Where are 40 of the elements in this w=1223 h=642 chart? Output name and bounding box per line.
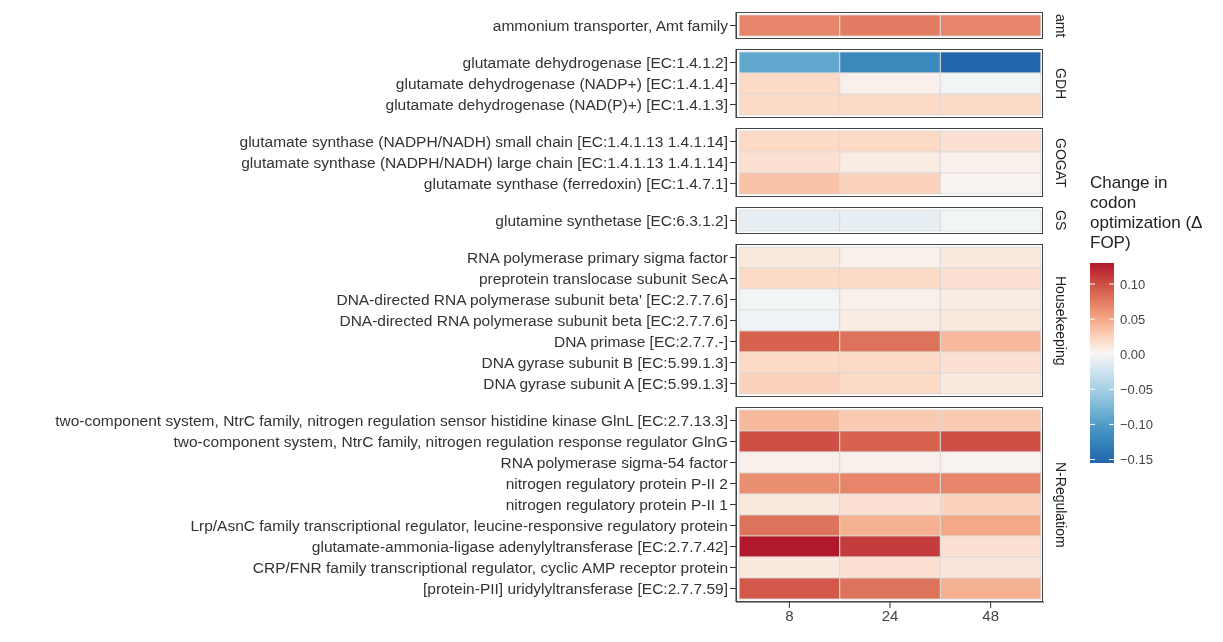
- color-bar-label: −0.15: [1120, 452, 1153, 468]
- y-tick-label: two-component system, NtrC family, nitrogen regulation response regulator GlnG: [173, 433, 728, 450]
- y-tick-label: DNA gyrase subunit A [EC:5.99.1.3]: [483, 375, 728, 392]
- y2-tick-label: N-Regulatiom: [1052, 460, 1070, 550]
- x-tick-label: 48: [982, 606, 999, 624]
- y-tick-label: DNA primase [EC:2.7.7.-]: [553, 333, 728, 350]
- color-bar-label: 0.00: [1120, 346, 1146, 362]
- y-tick-label: nitrogen regulatory protein P-II 1: [505, 496, 728, 513]
- y-tick-label: DNA gyrase subunit B [EC:5.99.1.3]: [481, 354, 728, 371]
- y-tick-label: DNA-directed RNA polymerase subunit beta' [EC:2.7.7.6]: [336, 291, 728, 308]
- color-bar-title: Change in codon optimization (Δ FOP): [1090, 173, 1202, 253]
- y-tick-label: ammonium transporter, Amt family: [492, 17, 729, 34]
- y-tick-label: RNA polymerase sigma-54 factor: [500, 454, 728, 471]
- y-tick-label: CRP/FNR family transcriptional regulator, cyclic AMP receptor protein: [252, 559, 728, 576]
- color-bar-label: −0.05: [1120, 381, 1153, 397]
- y-tick-label: glutamate dehydrogenase [EC:1.4.1.2]: [462, 54, 728, 71]
- y2-tick-label: GDH: [1052, 66, 1070, 102]
- y-tick-label: glutamate dehydrogenase (NAD(P)+) [EC:1.4.1.3]: [385, 96, 728, 113]
- y-tick-label: DNA-directed RNA polymerase subunit beta [EC:2.7.7.6]: [339, 312, 728, 329]
- y-tick-label: preprotein translocase subunit SecA: [478, 270, 729, 287]
- y-tick-label: RNA polymerase primary sigma factor: [467, 249, 728, 266]
- y-tick-label: glutamate synthase (NADPH/NADH) small chain [EC:1.4.1.13 1.4.1.14]: [239, 133, 728, 150]
- x-tick-label: 8: [785, 606, 794, 624]
- y2-tick-label: GS: [1052, 209, 1070, 233]
- y2-tick-label: Housekeeping: [1052, 274, 1070, 368]
- y-tick-label: nitrogen regulatory protein P-II 2: [505, 475, 728, 492]
- y-tick-label: glutamate synthase (NADPH/NADH) large chain [EC:1.4.1.13 1.4.1.14]: [241, 154, 728, 171]
- y-tick-label: glutamine synthetase [EC:6.3.1.2]: [495, 212, 728, 229]
- y2-tick-label: GOGAT: [1052, 136, 1070, 190]
- y-tick-label: glutamate-ammonia-ligase adenylyltransferase [EC:2.7.7.42]: [311, 538, 728, 555]
- color-bar-label: 0.05: [1120, 311, 1146, 327]
- color-bar-label: 0.10: [1120, 276, 1146, 292]
- y2-tick-label: amt: [1052, 12, 1070, 39]
- y-tick-label: Lrp/AsnC family transcriptional regulator, leucine-responsive regulatory protein: [190, 517, 728, 534]
- color-bar-label: −0.10: [1120, 416, 1153, 432]
- y-tick-label: two-component system, NtrC family, nitrogen regulation sensor histidine kinase GlnL [EC:2.7.13.3]: [55, 412, 728, 429]
- y-tick-label: glutamate dehydrogenase (NADP+) [EC:1.4.1.4]: [395, 75, 728, 92]
- y-tick-label: glutamate synthase (ferredoxin) [EC:1.4.7.1]: [423, 175, 728, 192]
- x-tick-label: 24: [881, 606, 899, 624]
- y-tick-label: [protein-PII] uridylyltransferase [EC:2.7.7.59]: [423, 580, 728, 597]
